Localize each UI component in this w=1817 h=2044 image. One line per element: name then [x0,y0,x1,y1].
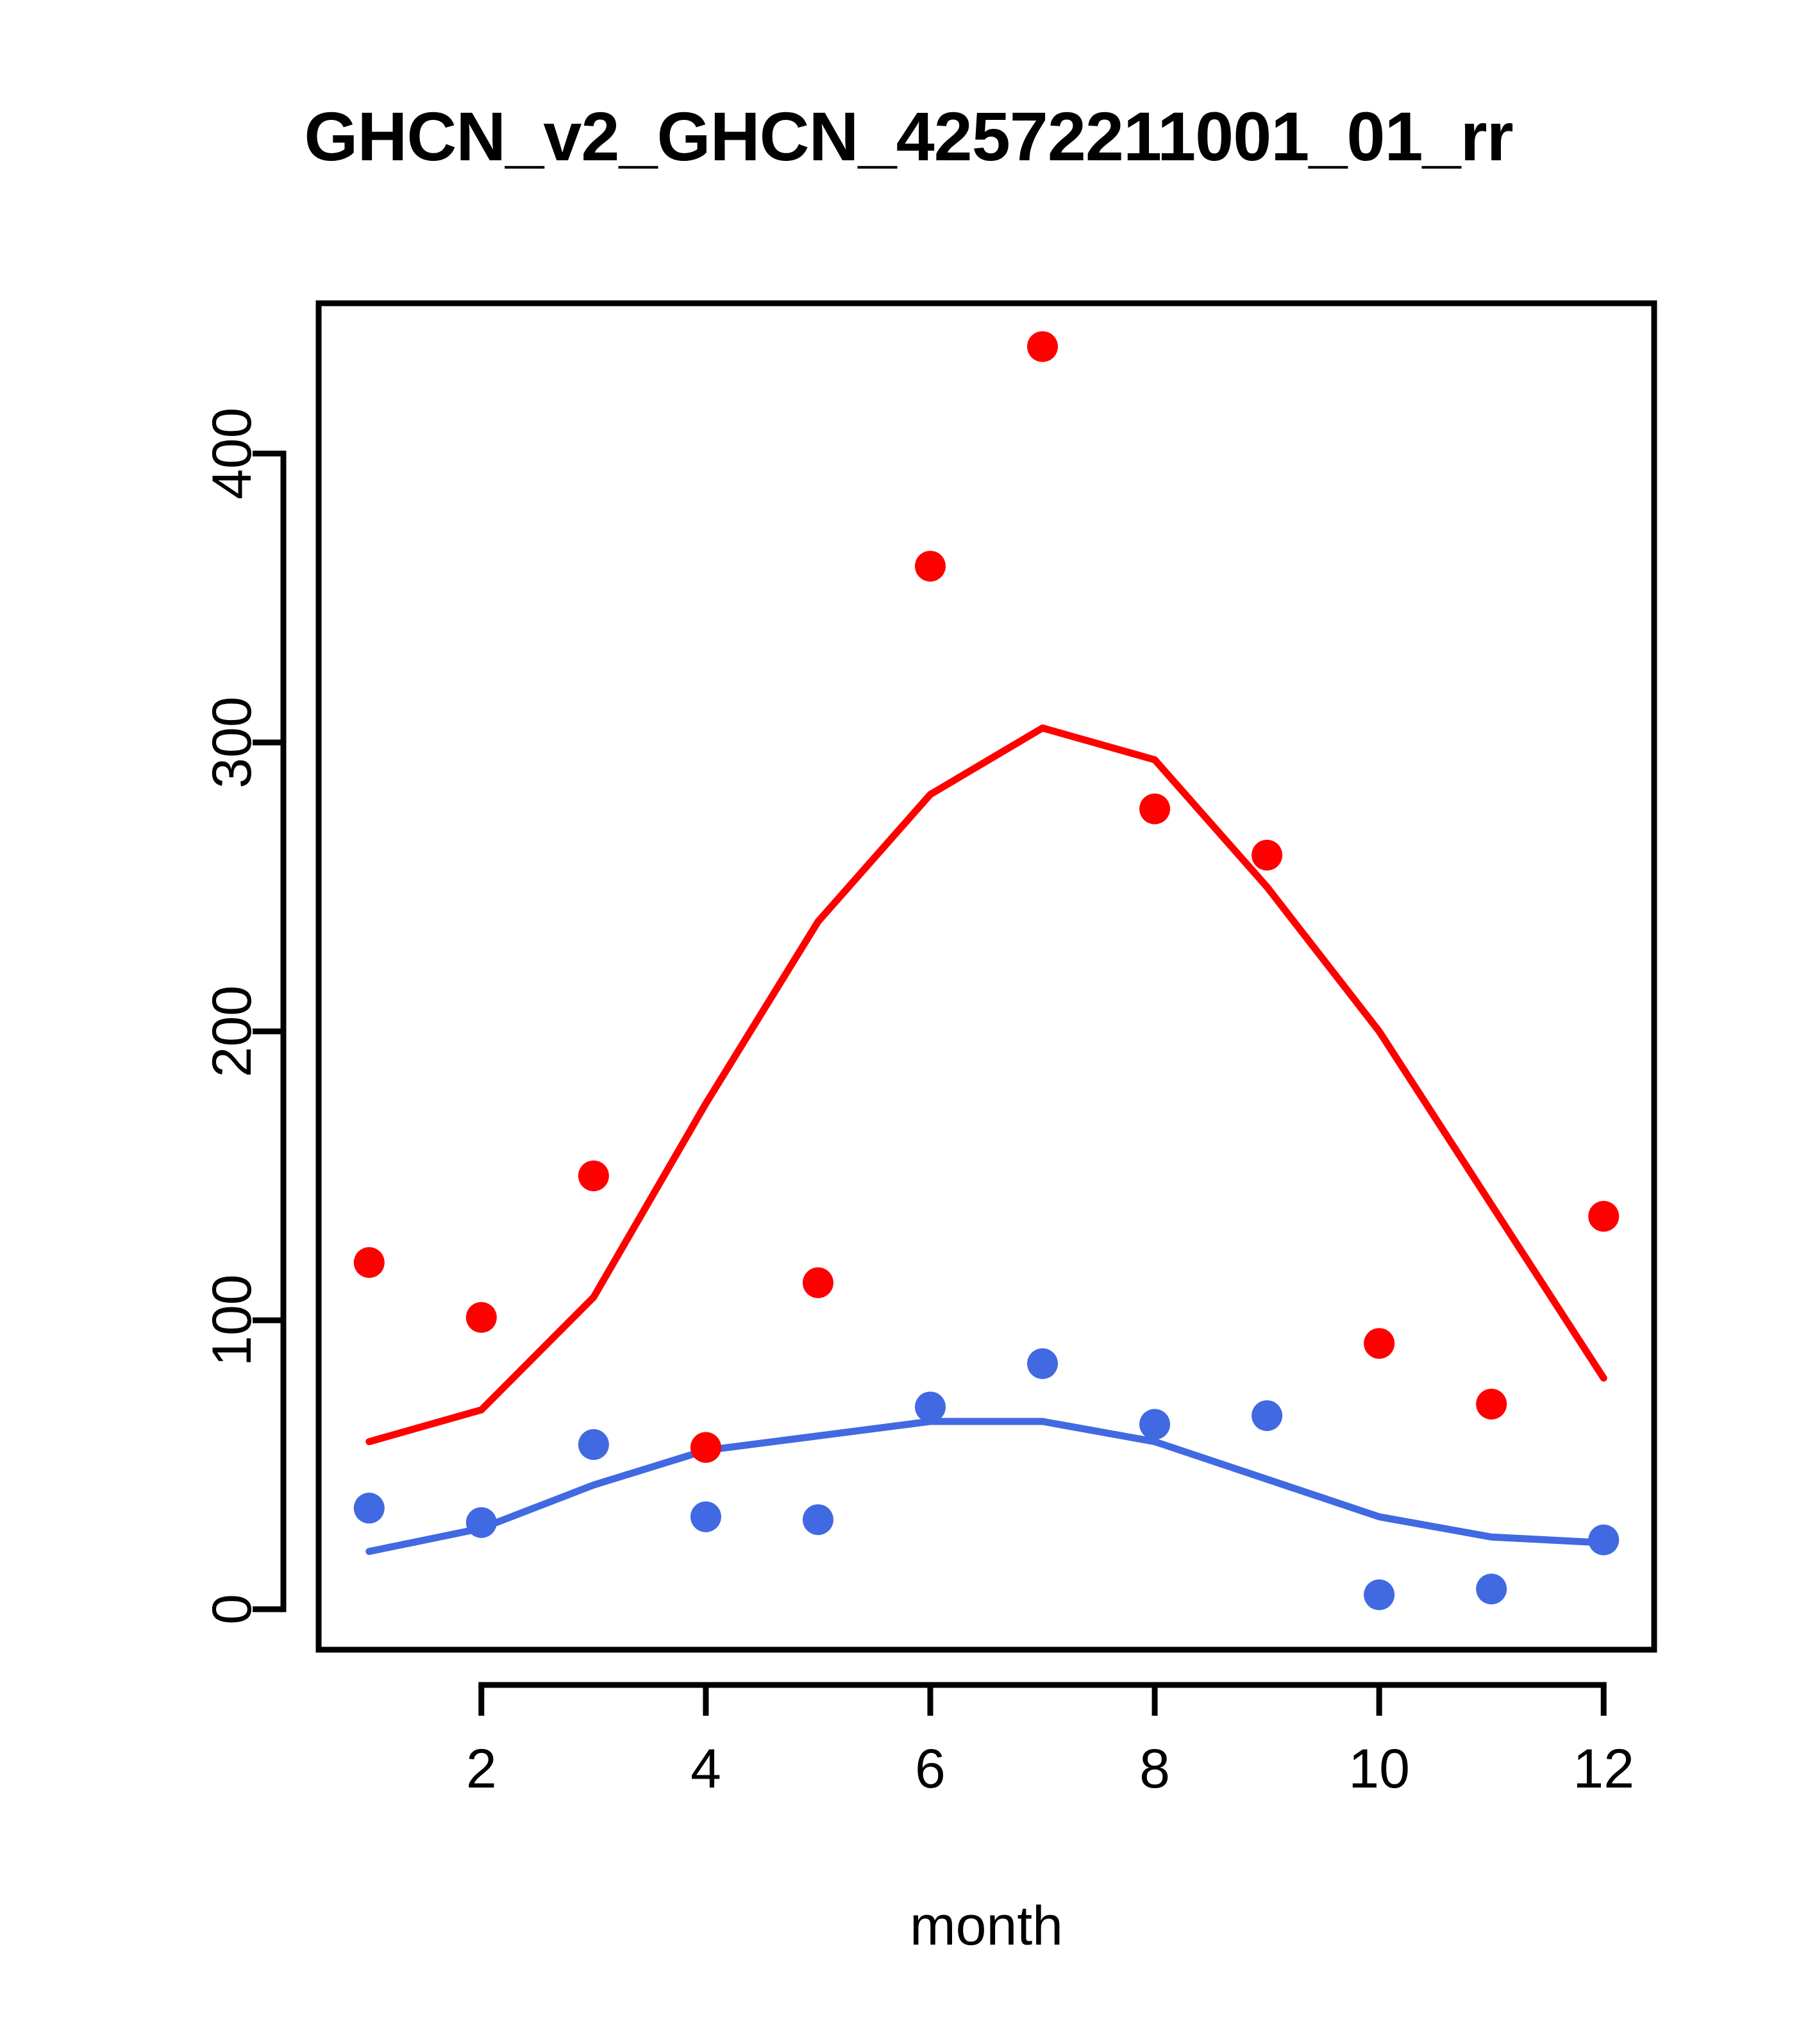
data-point [690,1432,721,1463]
y-axis-tick-label: 200 [201,985,263,1078]
data-point [353,1247,385,1278]
page-title: GHCN_v2_GHCN_42572211001_01_rr [304,97,1513,175]
data-point [1476,1388,1507,1420]
data-point [1364,1328,1395,1359]
red-line [365,724,1607,1446]
x-axis-tick-label: 8 [1139,1738,1170,1800]
x-axis-tick-label: 2 [466,1738,497,1800]
x-axis-tick-label: 10 [1348,1738,1410,1800]
plot-frame [315,300,1657,1653]
y-axis-tick-label: 300 [201,696,263,789]
data-point [1252,839,1283,871]
data-point [1139,793,1171,825]
blue-points-group [353,1348,1620,1611]
data-point [1252,1400,1283,1431]
data-point [1476,1573,1507,1605]
data-point [1139,1409,1171,1440]
y-axis-tick-label: 400 [201,408,263,500]
data-point [1027,1348,1059,1379]
data-point [465,1302,497,1333]
x-axis-tick-label: 6 [915,1738,946,1800]
data-point [578,1160,609,1191]
data-point [914,551,946,582]
data-point [802,1267,833,1298]
x-axis-tick-label: 4 [691,1738,721,1800]
data-point [465,1507,497,1538]
red-points-group [353,331,1620,1463]
x-axis-title: month [910,1895,1063,1957]
data-point [353,1493,385,1524]
y-axis-tick-label: 100 [201,1275,263,1367]
data-point [914,1391,946,1423]
data-point [1364,1579,1395,1611]
data-point [1588,1524,1620,1555]
data-point [1027,331,1059,362]
data-point [578,1429,609,1461]
x-axis-tick-label: 12 [1573,1738,1634,1800]
data-point [802,1504,833,1536]
data-point [1588,1201,1620,1232]
y-axis-tick-label: 0 [201,1594,263,1625]
data-point [690,1501,721,1532]
blue-line [365,1418,1607,1555]
